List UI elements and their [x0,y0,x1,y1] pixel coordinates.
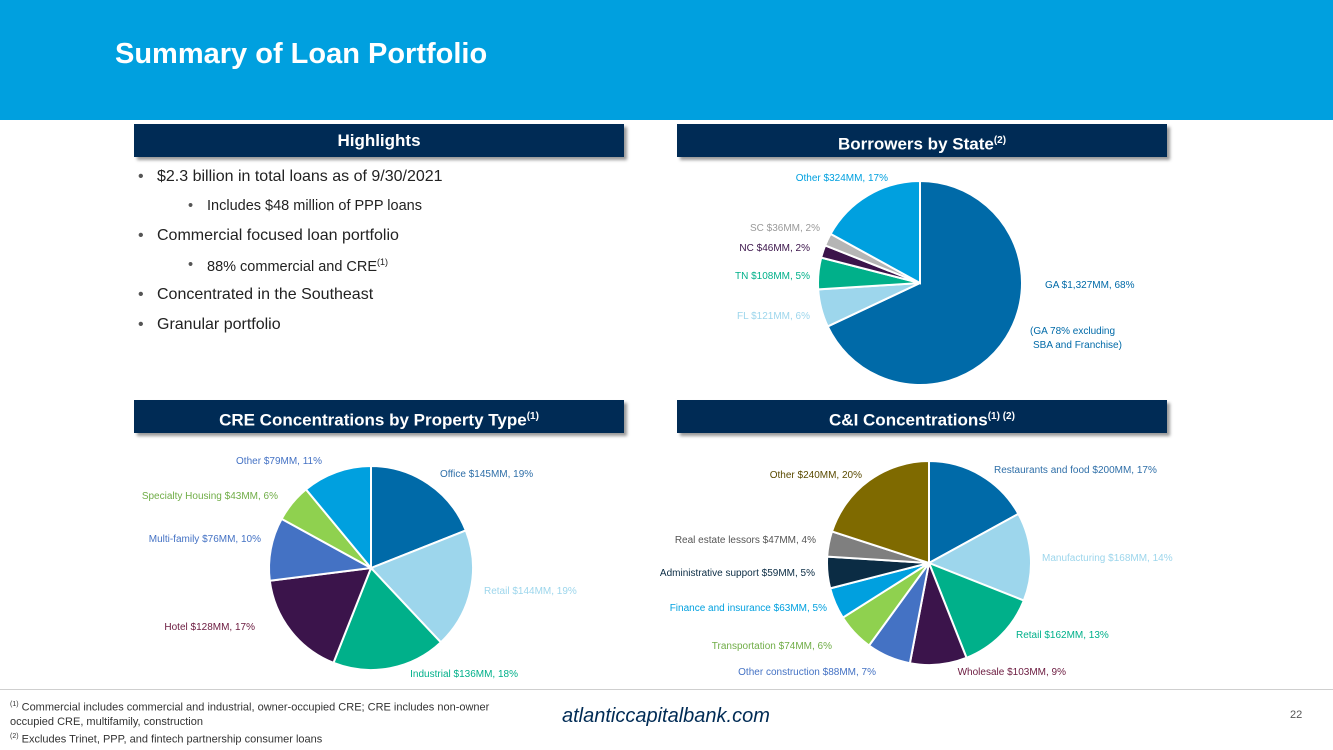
pie-slice [926,512,1032,602]
data-label: Hotel $128MM, 17% [164,622,255,633]
data-label: FL $121MM, 6% [737,311,810,322]
highlight-text: Concentrated in the Southeast [157,286,374,303]
pie-slice [332,566,443,671]
data-label: Transportation $74MM, 6% [712,641,832,652]
bullet-icon: • [188,197,194,214]
footnote-2-sup: (2) [10,732,19,740]
pie-slice [369,529,474,644]
data-label: Real estate lessors $47MM, 4% [675,535,816,546]
state-title-sup: (2) [993,135,1007,146]
data-label: Manufacturing $168MM, 14% [1042,553,1173,564]
data-label: Multi-family $76MM, 10% [149,534,261,545]
pie-slice [304,464,372,571]
cre-title-sup: (1) [526,411,539,422]
ci-title: C&I Concentrations [829,410,988,430]
data-label: GA $1,327MM, 68% [1045,280,1135,291]
highlight-text: 88% commercial and CRE [207,258,378,275]
pie-slice [928,459,1020,565]
highlight-item: • $2.3 billion in total loans as of 9/30/… [138,168,638,198]
data-label: Retail $162MM, 13% [1016,630,1109,641]
data-label: Other $324MM, 17% [796,173,888,184]
pie-slice [927,561,1026,660]
footnote-2: (2) Excludes Trinet, PPP, and fintech pa… [10,730,530,747]
footnote-1: (1) Commercial includes commercial and i… [10,698,530,730]
data-label: Specialty Housing $43MM, 6% [142,491,278,502]
pie-slice [370,464,468,570]
charts-canvas: GA $1,327MM, 68% FL $121MM, 6% TN $108MM, … [142,173,1173,680]
highlight-item: • Commercial focused loan portfolio [138,227,638,257]
highlight-subitem: • Includes $48 million of PPP loans [138,198,638,228]
data-label: SC $36MM, 2% [750,223,820,234]
pie-slice [830,459,930,565]
data-label: Restaurants and food $200MM, 17% [994,465,1157,476]
bullet-icon: • [188,256,194,273]
ci-title-sup: (1) (2) [987,411,1015,422]
bullet-icon: • [138,227,144,244]
data-label: Finance and insurance $63MM, 5% [670,603,827,614]
footnote-1-sup: (1) [10,701,19,708]
footnotes: (1) Commercial includes commercial and i… [10,698,530,747]
highlight-text: Granular portfolio [157,315,281,333]
highlight-item: • Concentrated in the Southeast [138,286,638,316]
pie-slice [268,566,373,665]
pie-slice [826,179,1023,386]
annotation-label: (GA 78% excluding [1030,326,1115,337]
highlight-sup: (1) [377,256,389,267]
ci-header: C&I Concentrations(1) (2) [677,400,1167,433]
data-label: Administrative support $59MM, 5% [660,568,815,579]
highlights-header: Highlights [134,124,624,157]
title-banner: Summary of Loan Portfolio [0,0,1333,120]
footnote-2-text: Excludes Trinet, PPP, and fintech partne… [21,733,323,746]
data-label: Retail $144MM, 19% [484,586,577,597]
data-label: Office $145MM, 19% [440,469,533,480]
data-label: Industrial $136MM, 18% [410,669,518,680]
data-label: Other construction $88MM, 7% [738,667,876,678]
data-label: NC $46MM, 2% [739,243,810,254]
pie-slice [829,179,921,285]
highlights-list: • $2.3 billion in total loans as of 9/30/… [138,168,638,345]
website-link[interactable]: atlanticcapitalbank.com [562,705,770,727]
page-number: 22 [1290,709,1303,721]
highlight-text: Includes $48 million of PPP loans [207,197,422,214]
cre-header: CRE Concentrations by Property Type(1) [134,400,624,433]
highlights-title: Highlights [337,131,421,150]
bullet-icon: • [138,168,144,185]
state-header: Borrowers by State(2) [677,124,1167,157]
bullet-icon: • [138,315,144,333]
annotation-label: SBA and Franchise) [1033,340,1122,351]
footer-divider [0,689,1333,690]
data-label: TN $108MM, 5% [735,271,810,282]
cre-title: CRE Concentrations by Property Type [219,410,527,430]
bullet-icon: • [138,286,144,303]
data-label: Other $79MM, 11% [236,456,322,467]
highlight-subitem: • 88% commercial and CRE(1) [138,257,638,287]
page-title: Summary of Loan Portfolio [115,38,488,70]
footnote-1-text: Commercial includes commercial and indus… [10,701,490,729]
highlight-text: $2.3 billion in total loans as of 9/30/2… [157,168,443,185]
data-label: Other $240MM, 20% [770,470,862,481]
state-title: Borrowers by State [837,134,994,154]
highlight-text: Commercial focused loan portfolio [157,227,399,244]
data-label: Wholesale $103MM, 9% [958,667,1066,678]
highlight-item: • Granular portfolio [138,316,638,346]
